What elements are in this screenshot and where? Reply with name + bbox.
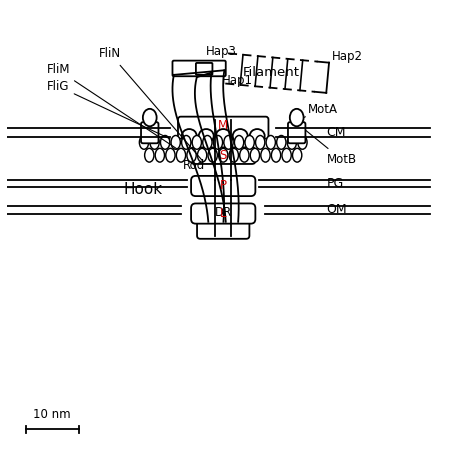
FancyBboxPatch shape	[191, 203, 255, 224]
Ellipse shape	[250, 129, 264, 143]
Ellipse shape	[219, 148, 228, 162]
Text: MotA: MotA	[303, 103, 338, 117]
Ellipse shape	[213, 135, 223, 149]
Ellipse shape	[199, 129, 214, 143]
FancyBboxPatch shape	[197, 219, 249, 239]
Text: MotB: MotB	[306, 130, 356, 166]
Ellipse shape	[176, 148, 186, 162]
Ellipse shape	[292, 148, 302, 162]
FancyBboxPatch shape	[191, 147, 255, 164]
Ellipse shape	[216, 129, 231, 143]
Text: Hap3: Hap3	[206, 45, 237, 58]
Ellipse shape	[155, 148, 164, 162]
FancyBboxPatch shape	[173, 61, 226, 76]
Text: FliG: FliG	[46, 79, 170, 139]
Ellipse shape	[245, 135, 254, 149]
Ellipse shape	[224, 135, 233, 149]
Text: Hook: Hook	[123, 182, 163, 197]
FancyBboxPatch shape	[196, 63, 212, 75]
Ellipse shape	[192, 135, 201, 149]
Text: FliM: FliM	[46, 63, 177, 149]
Ellipse shape	[143, 120, 156, 137]
Ellipse shape	[235, 135, 244, 149]
Ellipse shape	[272, 148, 281, 162]
Ellipse shape	[229, 148, 238, 162]
Ellipse shape	[139, 135, 149, 149]
Text: Hap2: Hap2	[332, 50, 363, 63]
Ellipse shape	[166, 148, 175, 162]
Ellipse shape	[277, 135, 286, 149]
Text: M: M	[218, 119, 228, 132]
Ellipse shape	[261, 148, 270, 162]
Ellipse shape	[150, 135, 159, 149]
Text: Rod: Rod	[182, 159, 205, 172]
FancyBboxPatch shape	[191, 176, 255, 196]
Ellipse shape	[287, 135, 297, 149]
Ellipse shape	[187, 148, 196, 162]
Text: Filament: Filament	[243, 66, 300, 79]
Ellipse shape	[171, 135, 180, 149]
Ellipse shape	[182, 135, 191, 149]
Ellipse shape	[290, 120, 303, 137]
Ellipse shape	[161, 135, 170, 149]
Text: OM: OM	[327, 203, 347, 216]
Ellipse shape	[208, 148, 217, 162]
Text: CM: CM	[327, 126, 346, 139]
Ellipse shape	[198, 148, 207, 162]
Text: P: P	[220, 180, 227, 193]
FancyBboxPatch shape	[141, 122, 158, 143]
Text: 10 nm: 10 nm	[33, 408, 71, 421]
Ellipse shape	[266, 135, 275, 149]
Ellipse shape	[145, 148, 154, 162]
FancyBboxPatch shape	[288, 122, 305, 143]
Ellipse shape	[255, 135, 265, 149]
Text: PG: PG	[327, 177, 344, 190]
Ellipse shape	[182, 129, 197, 143]
Ellipse shape	[203, 135, 212, 149]
Text: S: S	[219, 149, 227, 162]
Text: Hap1: Hap1	[222, 74, 253, 87]
Ellipse shape	[143, 109, 156, 126]
FancyBboxPatch shape	[178, 116, 268, 139]
Text: FliN: FliN	[99, 48, 203, 161]
Ellipse shape	[250, 148, 260, 162]
Ellipse shape	[282, 148, 291, 162]
Ellipse shape	[290, 109, 303, 126]
Ellipse shape	[240, 148, 249, 162]
Text: DR: DR	[215, 206, 232, 219]
Ellipse shape	[233, 129, 248, 143]
Text: L: L	[220, 207, 227, 220]
Ellipse shape	[298, 135, 307, 149]
